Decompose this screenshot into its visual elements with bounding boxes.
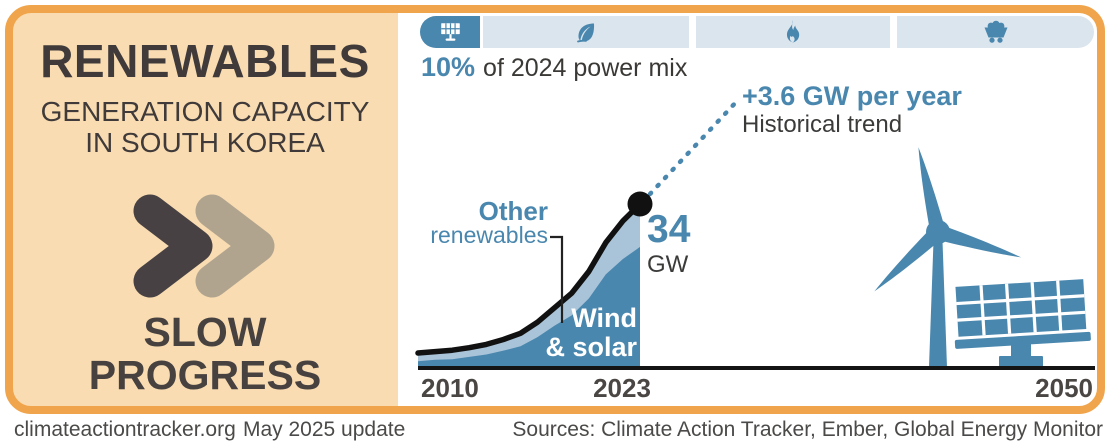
endpoint-dot	[627, 191, 653, 217]
wind-solar-label-line1: Wind	[571, 303, 637, 333]
endpoint-unit: GW	[647, 251, 689, 278]
subtitle-line-2: IN SOUTH KOREA	[85, 127, 325, 159]
wind-solar-label: Wind & solar	[505, 303, 637, 363]
subtitle-line-1: GENERATION CAPACITY	[40, 96, 370, 127]
mix-segment-coal	[897, 16, 1094, 48]
verdict-line-2: PROGRESS	[88, 351, 322, 398]
solar-panel-illustration	[954, 279, 1091, 368]
power-mix-share: 10%	[421, 52, 476, 82]
wind-solar-area	[418, 246, 640, 368]
trend-subtitle: Historical trend	[742, 111, 903, 139]
trend-annotation: +3.6 GW per year Historical trend	[742, 82, 962, 138]
endpoint-value: 34	[647, 208, 691, 251]
verdict-line-1: SLOW	[143, 309, 267, 355]
verdict-text: SLOW PROGRESS	[12, 311, 398, 396]
leaf-icon	[577, 23, 595, 43]
solar-panel-icon	[440, 23, 460, 41]
double-chevron-right-icon	[133, 194, 275, 298]
trend-dashed-line	[647, 97, 741, 197]
endpoint-label: 34 GW	[647, 210, 690, 277]
mix-segment-bioenergy	[483, 16, 689, 48]
coal-cart-icon	[984, 20, 1007, 43]
power-mix-caption: 10% of 2024 power mix	[421, 52, 687, 83]
trend-title: +3.6 GW per year	[742, 81, 962, 111]
page-subtitle: GENERATION CAPACITY IN SOUTH KOREA	[12, 96, 398, 159]
x-tick-2023: 2023	[593, 373, 651, 403]
other-renewables-leader-line	[550, 235, 564, 323]
x-tick-2050: 2050	[1035, 373, 1093, 403]
footer-site-url: climateactiontracker.org	[14, 418, 236, 441]
wind-turbine-illustration	[874, 147, 1022, 367]
footer-update-date: May 2025 update	[243, 418, 406, 441]
power-mix-bar	[420, 16, 1095, 48]
mix-segment-gas	[696, 16, 890, 48]
other-renewables-label: Other renewables	[419, 198, 548, 247]
power-mix-caption-text: of 2024 power mix	[483, 54, 688, 82]
wind-solar-label-line2: & solar	[545, 332, 637, 363]
capacity-chart	[415, 97, 1095, 370]
page-title: RENEWABLES	[40, 35, 370, 87]
total-capacity-line	[415, 201, 643, 356]
headline-panel: RENEWABLES GENERATION CAPACITY IN SOUTH …	[12, 12, 398, 407]
flame-icon	[786, 20, 800, 43]
x-tick-2010: 2010	[421, 373, 479, 403]
other-renewables-label-line1: Other	[478, 196, 548, 226]
mix-segment-renewables	[420, 16, 480, 48]
other-renewables-label-line2: renewables	[430, 222, 548, 248]
footer-sources: Sources: Climate Action Tracker, Ember, …	[512, 418, 1103, 441]
